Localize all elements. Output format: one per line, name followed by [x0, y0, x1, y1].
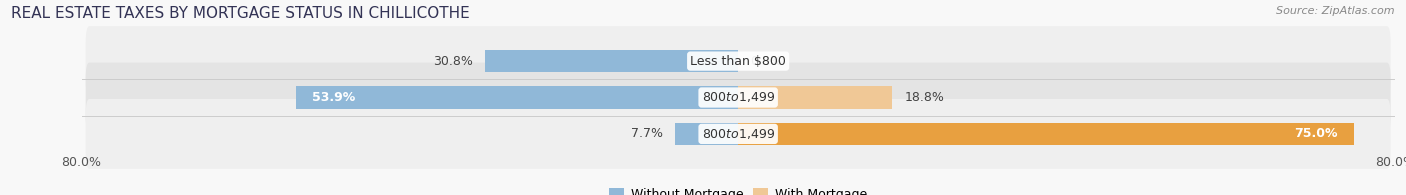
FancyBboxPatch shape — [86, 63, 1391, 132]
Text: 30.8%: 30.8% — [433, 55, 472, 68]
Text: 18.8%: 18.8% — [905, 91, 945, 104]
Bar — [675, 123, 738, 145]
Legend: Without Mortgage, With Mortgage: Without Mortgage, With Mortgage — [605, 183, 872, 195]
Text: $800 to $1,499: $800 to $1,499 — [702, 90, 775, 105]
Text: 0.0%: 0.0% — [751, 55, 783, 68]
Bar — [485, 50, 738, 72]
Text: $800 to $1,499: $800 to $1,499 — [702, 127, 775, 141]
Text: 7.7%: 7.7% — [631, 127, 662, 140]
Text: Source: ZipAtlas.com: Source: ZipAtlas.com — [1277, 6, 1395, 16]
Bar — [738, 123, 1354, 145]
Text: Less than $800: Less than $800 — [690, 55, 786, 68]
FancyBboxPatch shape — [86, 99, 1391, 169]
FancyBboxPatch shape — [86, 26, 1391, 96]
Text: REAL ESTATE TAXES BY MORTGAGE STATUS IN CHILLICOTHE: REAL ESTATE TAXES BY MORTGAGE STATUS IN … — [11, 6, 470, 21]
Bar — [738, 86, 893, 109]
Text: 75.0%: 75.0% — [1294, 127, 1337, 140]
Bar — [295, 86, 738, 109]
Text: 53.9%: 53.9% — [312, 91, 356, 104]
